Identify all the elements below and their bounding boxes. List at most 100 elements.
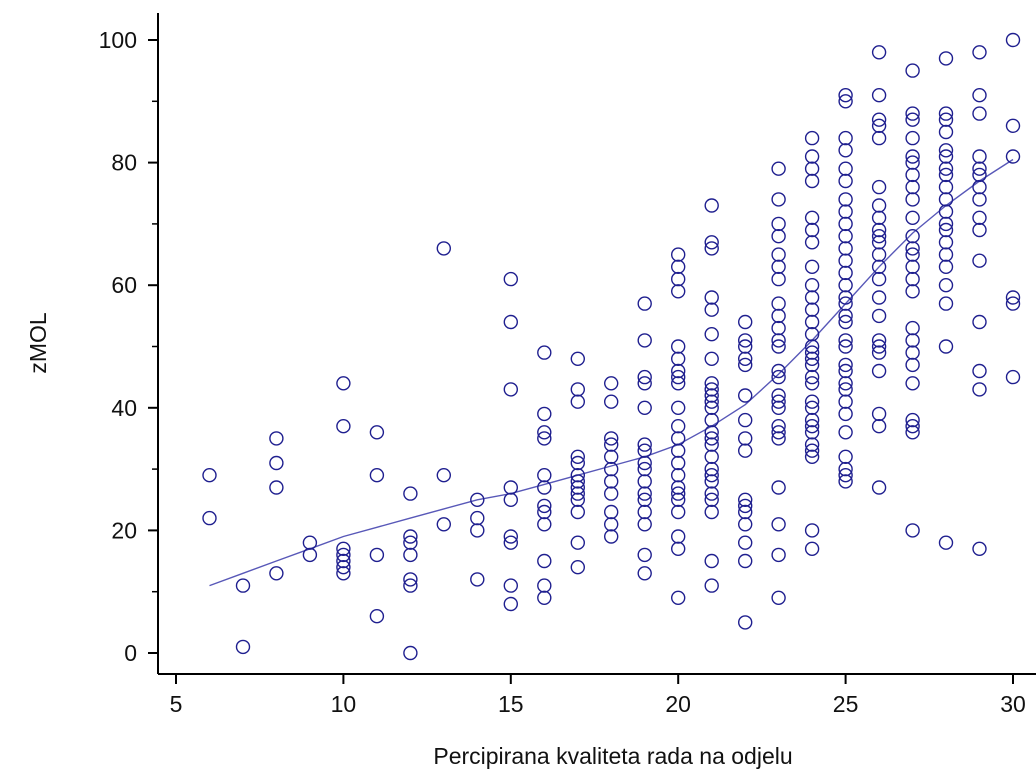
data-point — [671, 351, 686, 366]
data-point — [804, 314, 820, 330]
data-point — [403, 535, 418, 550]
data-point — [704, 235, 719, 250]
data-point — [671, 492, 686, 507]
data-point — [704, 504, 719, 520]
data-point — [972, 210, 987, 226]
data-point — [637, 504, 652, 520]
data-point — [637, 455, 652, 471]
data-point — [503, 578, 518, 593]
data-point — [938, 339, 954, 354]
data-point — [972, 363, 987, 379]
data-point — [972, 222, 987, 238]
data-point — [972, 149, 987, 164]
data-point — [905, 333, 920, 348]
data-point — [704, 412, 719, 428]
data-point — [503, 480, 518, 495]
data-point — [604, 461, 619, 477]
data-point — [938, 259, 954, 274]
data-point — [537, 498, 552, 514]
data-point — [336, 547, 351, 563]
data-point — [503, 529, 518, 544]
data-point — [537, 553, 552, 569]
x-tick-label: 10 — [331, 691, 357, 717]
data-point — [871, 333, 887, 348]
y-tick-label: 60 — [111, 272, 137, 298]
data-point — [938, 51, 954, 66]
data-point — [671, 480, 686, 495]
data-point — [336, 560, 351, 575]
data-point — [972, 87, 987, 103]
data-point — [771, 216, 786, 232]
data-point — [704, 437, 719, 452]
data-point — [804, 130, 820, 146]
data-point — [905, 63, 920, 78]
data-point — [369, 468, 385, 483]
data-point — [570, 474, 585, 489]
data-point — [804, 394, 820, 409]
data-point — [905, 425, 920, 440]
data-point — [235, 578, 251, 593]
data-point — [804, 437, 820, 452]
data-point — [905, 149, 920, 164]
data-point — [804, 161, 820, 176]
data-point — [838, 265, 853, 281]
data-point — [537, 480, 552, 495]
data-point — [771, 228, 786, 244]
data-point — [938, 161, 954, 176]
data-point — [804, 210, 820, 226]
data-point — [403, 645, 418, 661]
x-tick-label: 20 — [665, 691, 691, 717]
data-point — [838, 192, 853, 207]
x-tick-label: 15 — [498, 691, 524, 717]
data-point — [704, 431, 719, 446]
data-point — [704, 376, 719, 391]
data-point — [804, 222, 820, 238]
data-point — [704, 449, 719, 464]
data-point — [704, 394, 719, 409]
data-point — [704, 492, 719, 507]
data-point — [503, 382, 518, 397]
data-point — [671, 247, 686, 262]
data-point — [403, 572, 418, 587]
data-point — [771, 480, 786, 495]
data-point — [1005, 149, 1021, 164]
data-point — [972, 541, 987, 556]
data-point — [1005, 369, 1021, 385]
data-point — [738, 412, 753, 428]
data-point — [738, 553, 753, 569]
data-point — [570, 492, 585, 507]
data-point — [503, 492, 518, 507]
data-point — [671, 284, 686, 299]
data-point — [671, 541, 686, 556]
data-point — [637, 492, 652, 507]
data-point — [938, 143, 954, 158]
data-point — [804, 149, 820, 164]
data-point — [671, 468, 686, 483]
data-point — [871, 339, 887, 354]
data-point — [938, 216, 954, 232]
data-point — [771, 590, 786, 605]
data-point — [771, 547, 786, 563]
data-point — [637, 566, 652, 581]
data-point — [537, 517, 552, 532]
data-point — [972, 314, 987, 330]
data-point — [771, 419, 786, 434]
data-point — [537, 425, 552, 440]
data-point — [537, 431, 552, 446]
data-point — [804, 449, 820, 464]
data-point — [972, 192, 987, 207]
data-point — [671, 443, 686, 458]
data-point — [704, 553, 719, 569]
data-point — [838, 357, 853, 373]
data-point — [938, 179, 954, 195]
data-point — [905, 259, 920, 274]
data-point — [671, 455, 686, 471]
data-point — [871, 363, 887, 379]
data-point — [1005, 290, 1021, 305]
data-point — [771, 308, 786, 324]
y-ticks: 0 20 40 60 80 100 — [99, 27, 158, 666]
data-point — [336, 541, 351, 556]
data-point — [470, 523, 485, 538]
data-point — [838, 425, 853, 440]
